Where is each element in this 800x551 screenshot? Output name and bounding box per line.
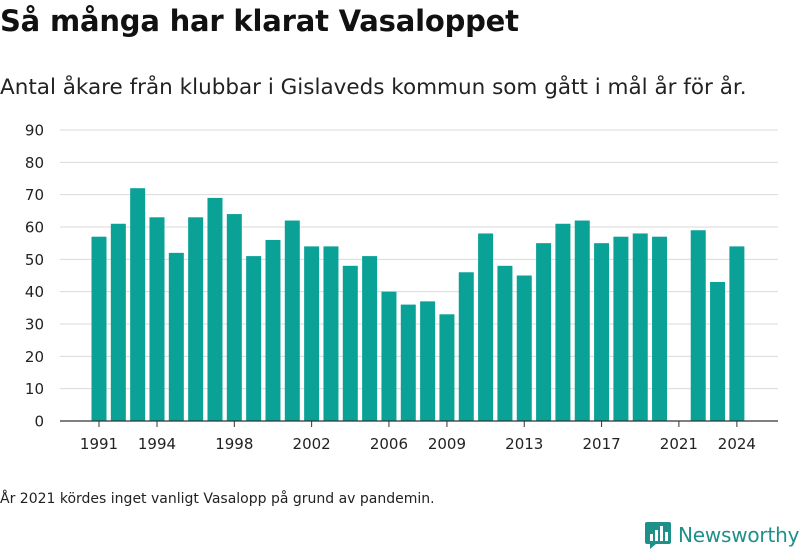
bar: [497, 265, 513, 421]
y-tick-label: 0: [34, 413, 44, 431]
y-tick-label: 60: [25, 219, 44, 237]
x-tick-label: 2009: [428, 435, 466, 453]
bar: [381, 291, 397, 421]
bar: [304, 246, 320, 421]
bar: [478, 233, 494, 421]
bar: [91, 236, 107, 421]
bar: [536, 243, 552, 421]
bar: [207, 197, 223, 421]
x-tick-label: 2024: [718, 435, 756, 453]
bar: [420, 301, 436, 421]
newsworthy-logo: Newsworthy: [644, 519, 799, 551]
bar: [400, 304, 416, 421]
bar: [342, 265, 358, 421]
y-tick-label: 50: [25, 251, 44, 269]
bar: [574, 220, 590, 421]
x-tick-label: 2002: [293, 435, 331, 453]
y-tick-label: 10: [25, 380, 44, 398]
y-tick-label: 40: [25, 283, 44, 301]
bar: [188, 217, 204, 421]
bar: [690, 230, 706, 421]
bar: [110, 223, 126, 421]
y-tick-label: 70: [25, 186, 44, 204]
y-tick-label: 30: [25, 316, 44, 334]
bar: [149, 217, 165, 421]
bar: [555, 223, 571, 421]
chart-subtitle: Antal åkare från klubbar i Gislaveds kom…: [0, 75, 747, 100]
y-tick-label: 80: [25, 154, 44, 172]
x-tick-label: 2013: [505, 435, 543, 453]
x-tick-label: 2006: [370, 435, 408, 453]
brand-name: Newsworthy: [678, 523, 800, 547]
bar: [168, 252, 184, 421]
bar: [226, 214, 242, 421]
x-tick-label: 2017: [582, 435, 620, 453]
x-tick-label: 2021: [660, 435, 698, 453]
bar: [246, 256, 262, 421]
bar: [130, 188, 146, 421]
bars: [91, 188, 745, 421]
bar: [729, 246, 745, 421]
bar: [594, 243, 610, 421]
bar-chart: 0 10 20 30 40 50 60 70 80 90 1991 1994 1998 2002 2006 2…: [25, 122, 778, 453]
bar: [613, 236, 629, 421]
footnote: År 2021 kördes inget vanligt Vasalopp på…: [0, 491, 435, 507]
bar: [284, 220, 300, 421]
y-tick-label: 20: [25, 348, 44, 366]
x-tick-label: 1991: [80, 435, 118, 453]
chart-title: Så många har klarat Vasaloppet: [0, 4, 519, 38]
bar: [362, 256, 378, 421]
bar: [632, 233, 648, 421]
bar: [265, 239, 281, 421]
bar: [710, 281, 726, 421]
x-tick-label: 1998: [215, 435, 253, 453]
x-tick-label: 1994: [138, 435, 176, 453]
axes: 0 10 20 30 40 50 60 70 80 90 1991 1994 1998 2002 2006 2…: [25, 122, 778, 453]
newsworthy-chart-logo-icon: [645, 522, 671, 549]
bar: [323, 246, 339, 421]
bar: [516, 275, 532, 421]
bar: [458, 272, 474, 421]
bar: [439, 314, 455, 421]
gridlines: [60, 129, 778, 390]
bar: [652, 236, 668, 421]
y-tick-label: 90: [25, 122, 44, 140]
